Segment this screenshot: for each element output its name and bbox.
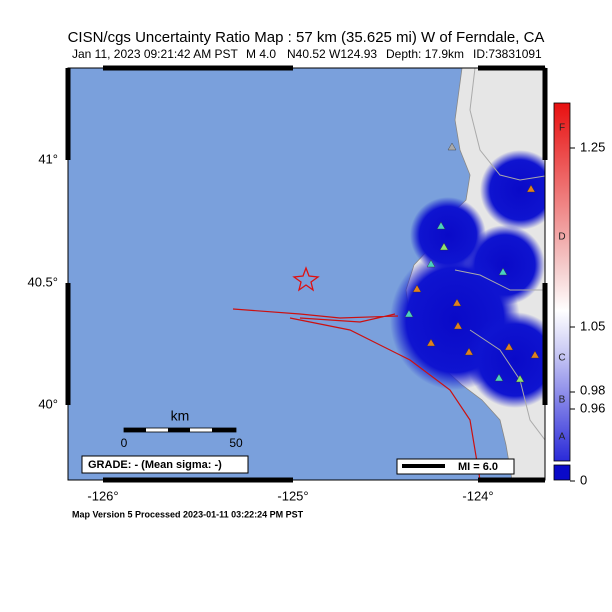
colorbar (553, 102, 571, 462)
lon-label: -124° (462, 488, 493, 503)
faults (232, 308, 481, 480)
uncertainty-area (467, 312, 545, 408)
map-shape (498, 267, 508, 276)
map-shape (124, 428, 146, 432)
mi-legend-box (396, 458, 515, 475)
colorbar-label: 0 (580, 472, 587, 487)
map-shape (453, 321, 463, 330)
lat-label: 40.5° (27, 274, 58, 289)
uncertainty-area (480, 150, 545, 230)
title: CISN/cgs Uncertainty Ratio Map : 57 km (… (68, 29, 545, 46)
map-shape (436, 221, 446, 230)
subtitle-loc: N40.52 W124.93 (287, 47, 377, 61)
lat-label: 41° (38, 151, 58, 166)
frame-ticks (65, 65, 548, 483)
map-shape (212, 428, 236, 432)
mi-legend: MI = 6.0 (458, 461, 498, 473)
grade-box (81, 455, 249, 474)
grade-letter: D (558, 232, 565, 243)
map-shape (530, 350, 540, 359)
scale-unit: km (171, 408, 190, 424)
map-shape (504, 342, 514, 351)
colorbar-label: 1.25 (580, 139, 605, 154)
map-shape (447, 142, 457, 151)
lon-label: -125° (277, 488, 308, 503)
scale-label: 50 (229, 436, 243, 450)
map-frame (67, 67, 546, 481)
map-shape (426, 338, 436, 347)
colorbar-label: 0.98 (580, 382, 605, 397)
colorbar-label: 0.96 (580, 400, 605, 415)
colorbar-ticks (570, 147, 575, 482)
grade-letter: B (559, 395, 566, 406)
grade: GRADE: - (Mean sigma: -) (88, 459, 222, 471)
grade-letter: F (559, 123, 565, 134)
map-shape (526, 184, 536, 193)
map-shape (426, 259, 436, 268)
scale-bar (123, 427, 237, 433)
map-shape (412, 284, 422, 293)
colorbar-label: 1.05 (580, 318, 605, 333)
subtitle-mag: M 4.0 (246, 47, 276, 61)
grade-letter: C (558, 353, 565, 364)
subtitle-id: ID:73831091 (473, 47, 542, 61)
subtitle-depth: Depth: 17.9km (386, 47, 464, 61)
scale-label: 0 (121, 436, 128, 450)
footer: Map Version 5 Processed 2023-01-11 03:22… (72, 509, 304, 519)
map-shape (464, 347, 474, 356)
map-shape (515, 374, 525, 383)
subtitle-date: Jan 11, 2023 09:21:42 AM PST (72, 47, 239, 61)
map-shape (494, 373, 504, 382)
map-shape (404, 309, 414, 318)
map-shape (168, 428, 190, 432)
map-area (68, 68, 545, 480)
grade-letter: A (559, 432, 566, 443)
epicenter (292, 266, 320, 292)
colorbar-zero (553, 464, 571, 481)
map-shape (439, 242, 449, 251)
map-shape (452, 298, 462, 307)
lon-label: -126° (87, 488, 118, 503)
lat-label: 40° (38, 396, 58, 411)
stations (404, 142, 540, 383)
